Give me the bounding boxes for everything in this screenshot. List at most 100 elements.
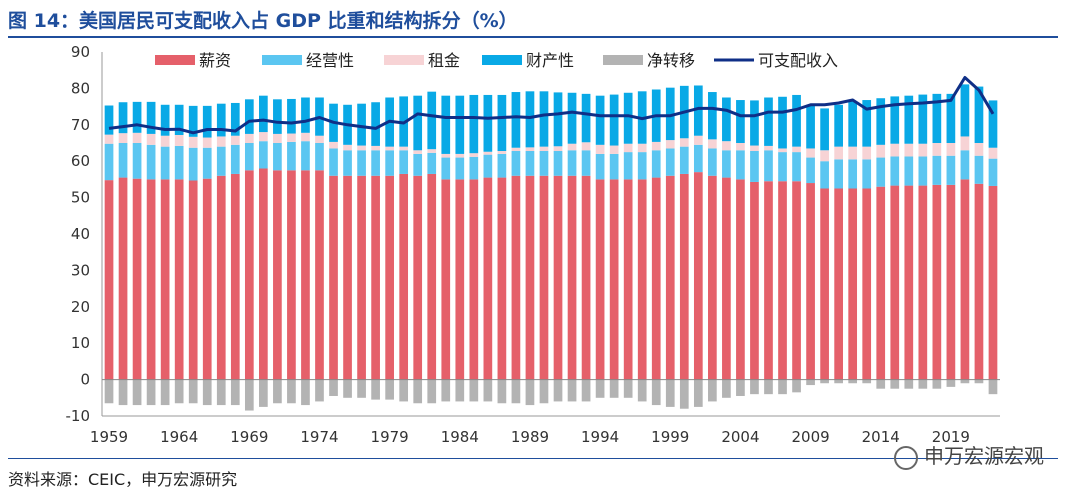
- bar-segment: [693, 85, 703, 136]
- bar-segment: [581, 379, 591, 402]
- bar-segment: [974, 183, 984, 380]
- bar-segment: [623, 143, 633, 153]
- bar-segment: [918, 94, 928, 144]
- bar-segment: [441, 379, 451, 402]
- bar-segment: [778, 181, 787, 380]
- bar-segment: [665, 379, 675, 407]
- bar-segment: [792, 379, 801, 393]
- bar-segment: [806, 104, 815, 149]
- bar-segment: [567, 92, 577, 144]
- bar-segment: [623, 152, 633, 180]
- bar-segment: [736, 150, 745, 180]
- x-tick-label: 1959: [90, 428, 128, 446]
- bar-segment: [104, 105, 114, 135]
- bar-segment: [427, 173, 437, 380]
- wechat-logo-icon: [894, 445, 918, 470]
- bar-segment: [890, 156, 900, 186]
- bar-segment: [455, 379, 465, 402]
- bar-segment: [988, 147, 998, 159]
- bar-segment: [399, 379, 409, 402]
- bar-segment: [357, 150, 366, 176]
- bar-segment: [623, 92, 633, 144]
- bar-segment: [736, 143, 745, 151]
- bar-segment: [441, 157, 451, 180]
- x-tick-label: 1964: [160, 428, 198, 446]
- y-tick-label: 10: [71, 334, 90, 352]
- bar-segment: [104, 379, 114, 404]
- y-tick-label: 90: [71, 43, 90, 61]
- bar-segment: [385, 175, 394, 380]
- bar-segment: [483, 94, 493, 152]
- y-tick-label: 80: [71, 79, 90, 97]
- bar-segment: [581, 175, 591, 380]
- bar-segment: [315, 379, 324, 402]
- bar-segment: [890, 379, 900, 389]
- bar-segment: [160, 104, 170, 136]
- bar-segment: [160, 146, 170, 180]
- bar-segment: [553, 92, 563, 147]
- bar-segment: [918, 143, 928, 157]
- bar-segment: [932, 155, 942, 185]
- bar-segment: [385, 150, 394, 176]
- bar-segment: [104, 134, 114, 144]
- bar-segment: [259, 168, 268, 380]
- bar-segment: [904, 185, 914, 380]
- bar-segment: [722, 379, 731, 398]
- bar-segment: [427, 152, 437, 174]
- bar-segment: [693, 379, 703, 407]
- bar-segment: [315, 143, 324, 171]
- x-tick-label: 1979: [371, 428, 409, 446]
- watermark: 申万宏源宏观: [894, 440, 1044, 470]
- bar-segment: [357, 175, 366, 380]
- bar-segment: [525, 151, 535, 176]
- bar-segment: [609, 145, 619, 154]
- bar-segment: [371, 145, 380, 151]
- bar-segment: [385, 146, 394, 151]
- bar-segment: [820, 150, 829, 162]
- bar-segment: [188, 105, 198, 137]
- bar-segment: [764, 181, 773, 380]
- bar-segment: [918, 156, 928, 186]
- bar-segment: [202, 379, 212, 406]
- bar-segment: [792, 146, 801, 153]
- bar-segment: [848, 188, 858, 380]
- bar-segment: [736, 379, 745, 396]
- bar-segment: [750, 145, 759, 152]
- bar-segment: [609, 179, 619, 380]
- watermark-text: 申万宏源宏观: [924, 444, 1044, 468]
- bar-segment: [244, 99, 254, 134]
- bar-segment: [104, 180, 114, 380]
- bar-segment: [539, 91, 549, 147]
- bar-segment: [637, 143, 647, 153]
- y-tick-label: 0: [80, 371, 90, 389]
- bar-segment: [651, 141, 661, 151]
- bar-segment: [581, 93, 591, 143]
- bar-segment: [932, 184, 942, 380]
- legend-swatch: [603, 55, 643, 65]
- bar-segment: [174, 104, 184, 135]
- bar-segment: [862, 159, 872, 189]
- bar-segment: [146, 179, 156, 380]
- bar-segment: [385, 379, 394, 400]
- bar-segment: [960, 84, 970, 137]
- bar-segment: [679, 146, 689, 174]
- bar-segment: [904, 143, 914, 157]
- bar-segment: [876, 186, 886, 380]
- bar-segment: [132, 101, 142, 133]
- bar-segment: [693, 135, 703, 145]
- bar-segment: [287, 170, 296, 380]
- bar-segment: [960, 379, 970, 384]
- bar-segment: [974, 155, 984, 184]
- bar-segment: [750, 100, 759, 146]
- bar-segment: [357, 379, 366, 398]
- bar-segment: [230, 102, 240, 136]
- bar-segment: [469, 179, 479, 380]
- bar-segment: [399, 173, 409, 380]
- bar-segment: [904, 379, 914, 389]
- bar-segment: [553, 379, 563, 402]
- bar-segment: [118, 177, 128, 380]
- y-tick-label: 50: [71, 189, 90, 207]
- bar-segment: [890, 185, 900, 380]
- x-tick-label: 1994: [581, 428, 619, 446]
- bar-segment: [287, 98, 296, 134]
